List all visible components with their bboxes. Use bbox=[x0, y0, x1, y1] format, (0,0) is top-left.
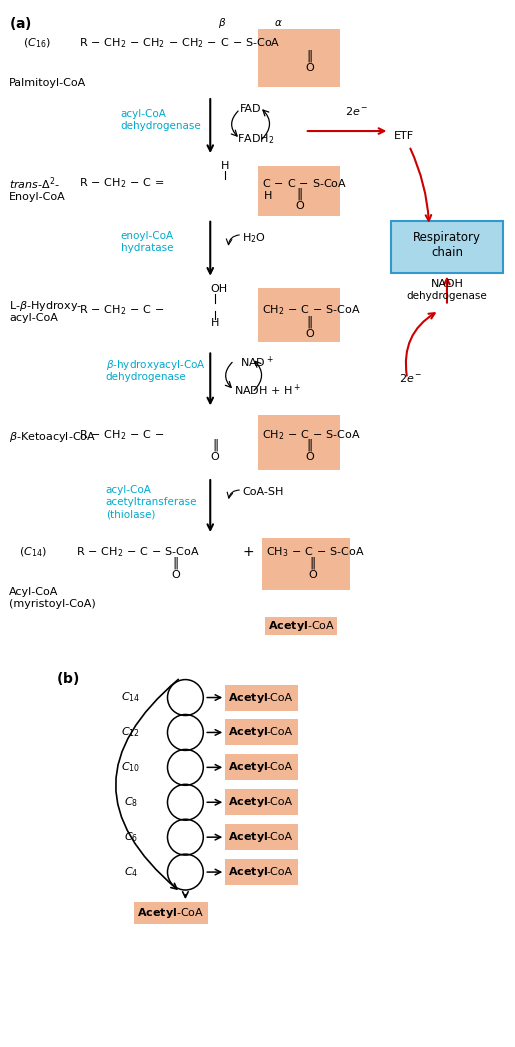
Text: FADH$_2$: FADH$_2$ bbox=[237, 132, 274, 146]
Bar bbox=[258, 29, 339, 87]
Text: $\mathbf{(a)}$: $\mathbf{(a)}$ bbox=[9, 16, 32, 32]
Text: R$\,-\,$CH$_2\,-\,$C$\,-\,$: R$\,-\,$CH$_2\,-\,$C$\,-\,$ bbox=[79, 304, 165, 317]
Text: -CoA: -CoA bbox=[267, 832, 293, 842]
Text: Respiratory: Respiratory bbox=[413, 231, 481, 244]
Text: $\mathbf{Acetyl}$-CoA: $\mathbf{Acetyl}$-CoA bbox=[136, 906, 204, 920]
Text: $\beta$: $\beta$ bbox=[218, 17, 227, 30]
Text: Enoyl-CoA: Enoyl-CoA bbox=[9, 192, 66, 202]
Bar bbox=[391, 221, 503, 272]
Text: H: H bbox=[211, 317, 219, 328]
Text: $\mathbf{Acetyl}$: $\mathbf{Acetyl}$ bbox=[228, 726, 268, 739]
Text: $\mathbf{Acetyl}$: $\mathbf{Acetyl}$ bbox=[228, 865, 268, 879]
Text: $\beta$-Ketoacyl-CoA: $\beta$-Ketoacyl-CoA bbox=[9, 430, 96, 444]
Text: O: O bbox=[305, 452, 314, 462]
Text: $\Vert$: $\Vert$ bbox=[297, 186, 303, 202]
Bar bbox=[225, 824, 298, 850]
Bar bbox=[258, 416, 339, 470]
Text: dehydrogenase: dehydrogenase bbox=[121, 121, 201, 131]
Text: C$\,-\,$C$\,-\,$S-CoA: C$\,-\,$C$\,-\,$S-CoA bbox=[262, 177, 347, 188]
Text: $\mathbf{Acetyl}$: $\mathbf{Acetyl}$ bbox=[228, 796, 268, 809]
Text: $\mathbf{Acetyl}$-CoA: $\mathbf{Acetyl}$-CoA bbox=[268, 619, 335, 632]
Text: L-$\beta$-Hydroxy-: L-$\beta$-Hydroxy- bbox=[9, 298, 83, 313]
Text: $\mathbf{(b)}$: $\mathbf{(b)}$ bbox=[56, 670, 79, 687]
Text: R$\,-\,$CH$_2\,-\,$C$\,-\,$S-CoA: R$\,-\,$CH$_2\,-\,$C$\,-\,$S-CoA bbox=[76, 545, 200, 559]
Text: $(C_{16})$: $(C_{16})$ bbox=[23, 37, 51, 50]
Text: O: O bbox=[308, 570, 317, 580]
Text: $C_{14}$: $C_{14}$ bbox=[121, 691, 140, 705]
Text: O: O bbox=[211, 452, 219, 462]
Bar bbox=[225, 789, 298, 816]
Text: enoyl-CoA: enoyl-CoA bbox=[121, 230, 174, 241]
Text: chain: chain bbox=[431, 246, 463, 260]
Text: -CoA: -CoA bbox=[267, 867, 293, 877]
Text: $trans$-$\Delta^2$-: $trans$-$\Delta^2$- bbox=[9, 176, 61, 193]
Text: $+$: $+$ bbox=[242, 544, 254, 559]
Text: acyl-CoA: acyl-CoA bbox=[121, 109, 167, 119]
Text: R$\,-\,$CH$_2\,-\,$C$\,-\,$: R$\,-\,$CH$_2\,-\,$C$\,-\,$ bbox=[79, 428, 165, 442]
Text: (myristoyl-CoA): (myristoyl-CoA) bbox=[9, 599, 96, 608]
Text: $C_6$: $C_6$ bbox=[124, 830, 138, 844]
Text: $\mathbf{Acetyl}$: $\mathbf{Acetyl}$ bbox=[228, 830, 268, 844]
Text: NAD$^+$: NAD$^+$ bbox=[240, 355, 274, 370]
Bar bbox=[258, 288, 339, 342]
Text: Palmitoyl-CoA: Palmitoyl-CoA bbox=[9, 79, 87, 88]
Text: -CoA: -CoA bbox=[267, 762, 293, 773]
Bar bbox=[225, 860, 298, 885]
Text: NADH + H$^+$: NADH + H$^+$ bbox=[234, 383, 301, 398]
Text: H: H bbox=[221, 161, 229, 171]
Text: NADH: NADH bbox=[431, 279, 464, 289]
Text: $\Vert$: $\Vert$ bbox=[306, 48, 313, 64]
Text: acyl-CoA: acyl-CoA bbox=[9, 313, 58, 322]
Text: $C_4$: $C_4$ bbox=[124, 865, 138, 879]
Text: -CoA: -CoA bbox=[267, 692, 293, 703]
Text: O: O bbox=[296, 201, 304, 210]
Text: acyl-CoA: acyl-CoA bbox=[106, 485, 152, 495]
Text: O: O bbox=[171, 570, 180, 580]
Text: $C_{10}$: $C_{10}$ bbox=[121, 760, 140, 774]
Text: OH: OH bbox=[210, 284, 228, 293]
Text: R$\,-\,$CH$_2\,-\,$CH$_2\,-\,$CH$_2\,-\,$C$\,-\,$S-CoA: R$\,-\,$CH$_2\,-\,$CH$_2\,-\,$CH$_2\,-\,… bbox=[79, 37, 281, 50]
Text: $C_8$: $C_8$ bbox=[124, 796, 138, 809]
Text: H: H bbox=[264, 191, 272, 201]
Bar bbox=[265, 617, 337, 634]
Text: dehydrogenase: dehydrogenase bbox=[106, 373, 186, 382]
Text: O: O bbox=[305, 329, 314, 338]
Text: R$\,-\,$CH$_2\,-\,$C$\,{=}\,$: R$\,-\,$CH$_2\,-\,$C$\,{=}\,$ bbox=[79, 176, 165, 190]
Text: $\mathbf{Acetyl}$: $\mathbf{Acetyl}$ bbox=[228, 760, 268, 775]
Bar bbox=[262, 538, 350, 589]
Text: (thiolase): (thiolase) bbox=[106, 509, 155, 519]
Bar bbox=[225, 719, 298, 745]
Text: $\Vert$: $\Vert$ bbox=[212, 438, 218, 453]
Text: O: O bbox=[305, 63, 314, 73]
Text: $\Vert$: $\Vert$ bbox=[306, 313, 313, 330]
Text: $\Vert$: $\Vert$ bbox=[306, 438, 313, 453]
Text: acetyltransferase: acetyltransferase bbox=[106, 497, 197, 507]
Text: dehydrogenase: dehydrogenase bbox=[407, 291, 487, 300]
Text: CH$_2\,-\,$C$\,-\,$S-CoA: CH$_2\,-\,$C$\,-\,$S-CoA bbox=[262, 428, 361, 442]
Text: -CoA: -CoA bbox=[267, 797, 293, 807]
Text: -CoA: -CoA bbox=[267, 728, 293, 737]
Text: $2e^-$: $2e^-$ bbox=[345, 105, 368, 117]
Text: hydratase: hydratase bbox=[121, 243, 173, 252]
Text: $\Vert$: $\Vert$ bbox=[310, 555, 316, 571]
Text: $\Vert$: $\Vert$ bbox=[172, 555, 179, 571]
Text: CH$_3\,-\,$C$\,-\,$S-CoA: CH$_3\,-\,$C$\,-\,$S-CoA bbox=[266, 545, 365, 559]
Bar bbox=[225, 685, 298, 711]
Bar bbox=[225, 755, 298, 780]
Text: Acyl-CoA: Acyl-CoA bbox=[9, 586, 59, 597]
Text: $\beta$-hydroxyacyl-CoA: $\beta$-hydroxyacyl-CoA bbox=[106, 358, 206, 373]
Text: CoA-SH: CoA-SH bbox=[242, 487, 283, 497]
Bar bbox=[258, 166, 339, 216]
Text: $\alpha$: $\alpha$ bbox=[273, 19, 282, 28]
Text: CH$_2\,-\,$C$\,-\,$S-CoA: CH$_2\,-\,$C$\,-\,$S-CoA bbox=[262, 304, 361, 317]
Bar bbox=[134, 903, 208, 923]
Text: $2e^-$: $2e^-$ bbox=[399, 373, 423, 384]
Text: ETF: ETF bbox=[394, 131, 415, 141]
Text: H$_2$O: H$_2$O bbox=[242, 230, 266, 245]
Text: $\mathbf{Acetyl}$: $\mathbf{Acetyl}$ bbox=[228, 691, 268, 705]
Text: FAD: FAD bbox=[240, 104, 262, 114]
Text: $C_{12}$: $C_{12}$ bbox=[121, 726, 140, 739]
Text: $(C_{14})$: $(C_{14})$ bbox=[19, 545, 47, 559]
